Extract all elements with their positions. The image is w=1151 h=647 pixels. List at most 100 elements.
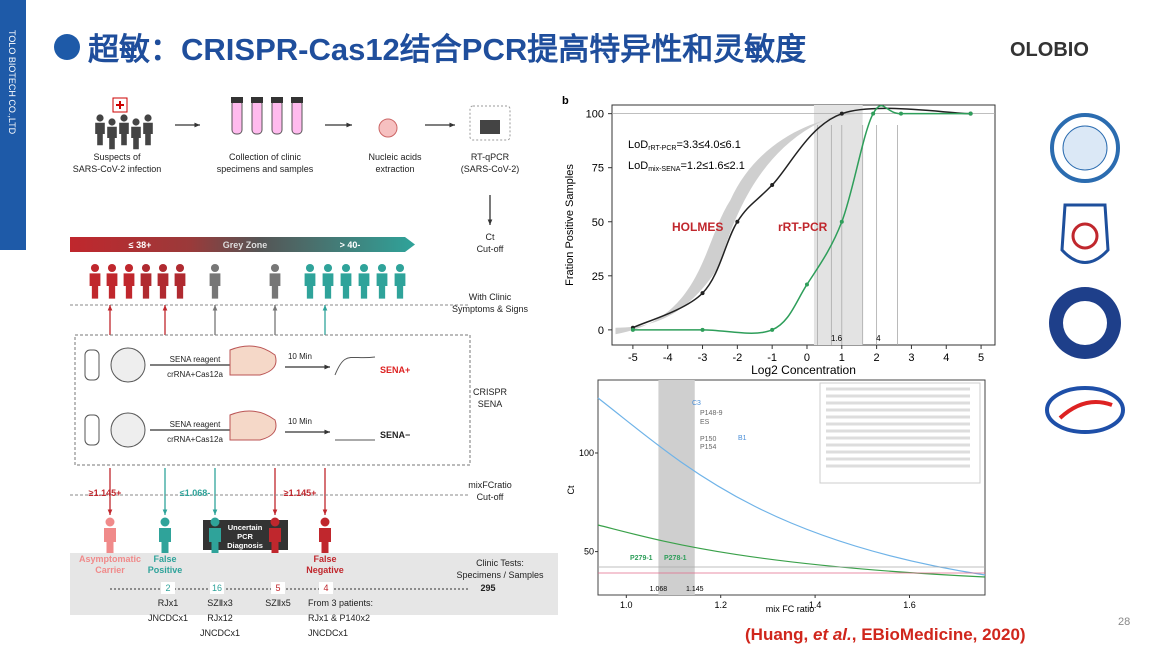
arrow-head [107,509,113,515]
tube [251,99,263,135]
x-tick-label: 1.6 [903,600,916,610]
person-icon [143,122,153,146]
brand: OLOBIO [1010,39,1089,61]
point-label: ES [700,419,710,426]
x-tick-label: -4 [663,352,673,364]
person-icon [305,263,315,273]
person-icon [304,273,316,299]
x-tick-label: 1 [839,352,845,364]
tube [271,99,283,135]
label: RJx12 [207,613,233,623]
person-icon [89,273,101,299]
series-label: rRT-PCR [778,220,828,234]
person-icon [174,273,186,299]
label: False [153,554,176,564]
fit-curve [597,397,986,576]
label: 10 Min [288,417,312,426]
person-icon [104,528,116,556]
x-tick-label: 1.0 [620,600,633,610]
person-icon [123,273,135,299]
chart-c: 1.068 1.145 1.0 1.2 1.4 1.6 50 100 mix FC ratio C… [566,379,986,614]
x-tick-label: 2 [874,352,880,364]
label: ≤ 38+ [129,240,152,250]
label: From 3 patients: [308,598,373,608]
label: (SARS-CoV-2) [461,164,520,174]
tube-cap [291,97,303,103]
logo [1063,301,1107,345]
series-line [632,104,971,334]
lod-text: rRT-PCR [648,145,676,152]
curve [334,356,376,376]
label: ≤1.068- [180,488,210,498]
data-point [770,183,775,187]
label: False [313,554,336,564]
person-icon [132,118,140,126]
y-tick-label: 50 [592,217,604,229]
label: SZⅡx5 [265,598,290,608]
data-point [968,111,973,116]
data-point [770,327,775,332]
arrow-head [346,122,352,128]
label: Positive [148,565,183,575]
arrow-head [162,305,168,311]
label: SENA [478,399,503,409]
data-point [700,327,705,332]
tube [84,349,100,381]
person-icon [160,517,170,527]
panel-label: b [562,95,569,107]
sidebar-text: TOLO BIOTECH CO.,LTD [7,30,17,135]
person-icon [131,126,141,150]
label: SENA+ [380,365,410,375]
arrow-head [272,509,278,515]
label: Clinic Tests: [476,558,524,568]
label: Ct [486,232,495,242]
arrow-head [322,509,328,515]
label: Suspects of [93,152,141,162]
data-point [871,111,876,116]
label: Collection of clinic [229,152,302,162]
arrow-head [322,305,328,311]
label: Carrier [95,565,125,575]
person-icon [270,517,280,527]
logo [1062,125,1108,171]
lod-annotation: LoDrRT-PCR=3.3≤4.0≤6.1 [628,139,741,152]
data-point [735,219,740,224]
confidence-band [813,105,863,345]
tube [84,414,100,446]
x-tick-label: -3 [698,352,708,364]
citation: (Huang, et al., EBioMedicine, 2020) [745,625,1026,644]
label: Cut-off [477,492,504,502]
lod-text: =1.2≤1.6≤2.1 [680,160,744,172]
person-icon [359,263,369,273]
slide-title: 超敏：CRISPR-Cas12结合PCR提高特异性和灵敏度 [88,32,806,67]
arrow-head [449,122,455,128]
label: JNCDCx1 [148,613,188,623]
person-icon [341,263,351,273]
label: extraction [375,164,414,174]
label: 295 [480,583,495,593]
annotation: 4 [876,334,881,343]
label: SENA− [380,430,410,440]
person-icon [157,273,169,299]
fit-curve [597,524,986,578]
person-icon [210,263,220,273]
label: Symptoms & Signs [452,304,529,314]
person-icon [269,528,281,556]
annotation: 1.6 [831,334,843,343]
label: Cut-off [477,244,504,254]
label: crRNA+Cas12a [167,370,223,379]
point-label: P279-1 [630,555,653,562]
label: SENA reagent [170,355,221,364]
person-icon [175,263,185,273]
person-icon [107,263,117,273]
y-tick-label: 75 [592,163,604,175]
y-axis-label: Fration Positive Samples [564,164,576,286]
label: JNCDCx1 [308,628,348,638]
point-label: P154 [700,444,716,451]
citation-text: (Huang, [745,625,813,644]
legend-box [819,382,981,484]
person-icon [107,126,117,150]
arrow-head [194,122,200,128]
point-label: C3 [692,400,701,407]
